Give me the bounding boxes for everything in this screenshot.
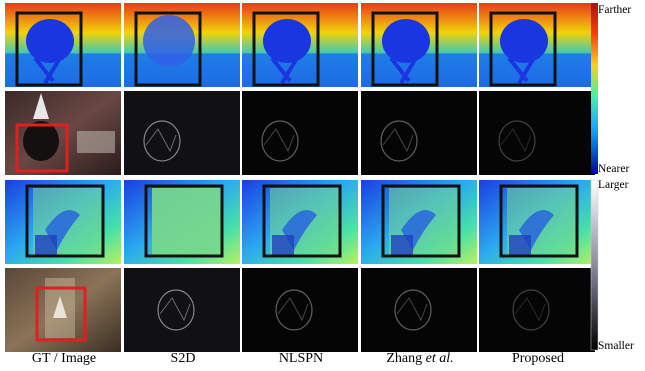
column-label-nlspn: NLSPN [278, 351, 324, 366]
panel-r0-c4 [479, 3, 595, 87]
panel-r1-c2 [242, 91, 358, 175]
colorbar-depth-bottom-label: Nearer [598, 163, 630, 175]
panel-r2-c0 [5, 180, 121, 264]
column-label-proposed: Proposed [511, 351, 565, 366]
highlight-box [35, 286, 87, 342]
panel-r3-c2 [242, 268, 358, 352]
column-label-gt: GT / Image [31, 351, 97, 366]
panel-r0-c0 [5, 3, 121, 87]
column-label-zhang: Zhang et al. [386, 351, 454, 366]
panel-r1-c4 [479, 91, 595, 175]
panel-r2-c4 [479, 180, 595, 264]
panel-r3-c3 [361, 268, 477, 352]
panel-r3-c1 [124, 268, 240, 352]
colorbar-depth-top-label: Farther [598, 4, 632, 16]
column-label-s2d: S2D [170, 351, 196, 366]
panel-r0-c2 [242, 3, 358, 87]
panel-r2-c3 [361, 180, 477, 264]
panel-r3-c0 [5, 268, 121, 352]
colorbar-depth [591, 3, 598, 174]
panel-r2-c2 [242, 180, 358, 264]
focus-box [381, 184, 461, 258]
panel-r2-c1 [124, 180, 240, 264]
panel-r1-c3 [361, 91, 477, 175]
focus-box [489, 11, 557, 87]
panel-r1-c1 [124, 91, 240, 175]
panel-r0-c3 [361, 3, 477, 87]
highlight-box [15, 123, 69, 173]
panel-r0-c1 [124, 3, 240, 87]
focus-box [499, 184, 579, 258]
focus-box [252, 11, 320, 87]
focus-box [134, 11, 202, 87]
focus-box [144, 184, 224, 258]
focus-box [25, 184, 105, 258]
panel-grid [5, 3, 595, 352]
colorbar-error [590, 179, 599, 351]
colorbar-error-bottom-label: Smaller [598, 340, 634, 352]
focus-box [262, 184, 342, 258]
focus-box [371, 11, 439, 87]
colorbar-error-top-label: Larger [598, 179, 629, 191]
panel-r3-c4 [479, 268, 595, 352]
colorbars [590, 3, 599, 351]
panel-r1-c0 [5, 91, 121, 175]
focus-box [15, 11, 83, 87]
